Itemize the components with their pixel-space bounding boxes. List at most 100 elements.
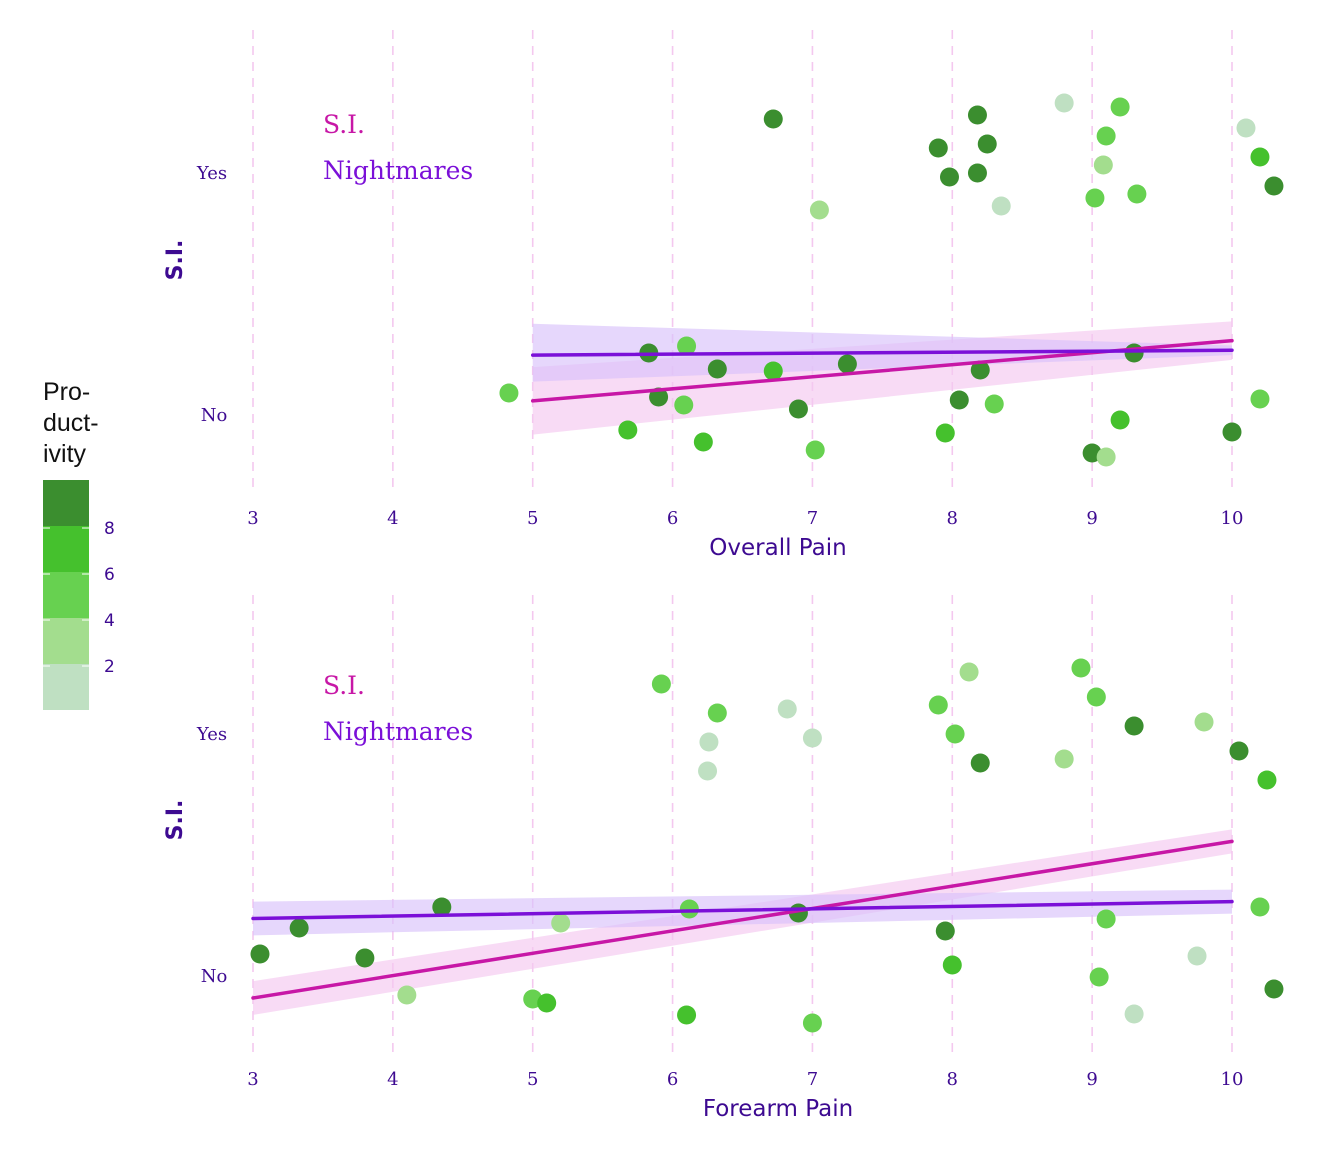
data-point [949,390,969,410]
legend-color-scale [43,480,89,710]
data-point [967,163,987,183]
x-axis-label: Forearm Pain [703,1096,853,1122]
data-point [679,899,699,919]
fit-lines [530,338,1234,403]
y-axis-label: S.I. [163,240,188,281]
fit-line-nightmares [530,348,1234,357]
legend-swatch [43,480,89,526]
data-point [1194,712,1214,732]
data-point [945,724,965,744]
y-axis-label: S.I. [163,800,188,841]
data-point [977,134,997,154]
data-point [1085,188,1105,208]
panel-overall-pain: 3 4 5 6 7 8 9 10 No Yes S.I. Overall Pain S.I. … [163,30,1284,561]
x-tick-7: 7 [807,508,818,529]
legend-swatch [43,526,89,572]
x-tick-4: 4 [387,1069,398,1090]
data-point [788,399,808,419]
data-point [618,420,638,440]
data-point [1222,422,1242,442]
series-label-si: S.I. [323,110,365,139]
data-point [698,761,718,781]
data-point [1110,97,1130,117]
data-point [677,1005,697,1025]
data-point [763,361,783,381]
data-point [763,109,783,129]
data-point [805,440,825,460]
x-tick-6: 6 [667,508,678,529]
data-point [355,948,375,968]
data-point [1127,184,1147,204]
fit-line-si [251,839,1234,1000]
data-point [699,732,719,752]
data-point [551,913,571,933]
data-point [970,360,990,380]
legend-tick-4: 4 [104,611,115,631]
data-point [651,674,671,694]
data-point [939,167,959,187]
ci-band-nightmares [253,889,1232,936]
data-point [1089,967,1109,987]
data-point [1257,770,1277,790]
legend-tick-8: 8 [104,519,115,539]
y-tick-no: No [201,405,228,426]
data-point [1264,979,1284,999]
panel-forearm-pain: 3 4 5 6 7 8 9 10 No Yes S.I. Forearm Pain S.I. … [163,595,1284,1122]
data-point [1054,93,1074,113]
data-point [928,695,948,715]
data-point [928,138,948,158]
x-tick-9: 9 [1086,508,1097,529]
data-point [432,897,452,917]
confidence-bands [253,829,1232,1015]
data-point [1124,1004,1144,1024]
y-tick-yes: Yes [196,724,227,745]
data-point [967,105,987,125]
data-point [1093,155,1113,175]
x-tick-6: 6 [667,1069,678,1090]
data-point [707,359,727,379]
data-point [1229,741,1249,761]
x-tick-7: 7 [807,1069,818,1090]
data-point [1124,716,1144,736]
x-tick-10: 10 [1221,508,1244,529]
series-label-nightmares: Nightmares [323,717,473,746]
data-point [942,955,962,975]
x-tick-labels: 3 4 5 6 7 8 9 10 [247,508,1243,529]
data-point [250,944,270,964]
data-point [1086,687,1106,707]
legend-title-line-3: ivity [43,440,87,468]
fit-lines [251,839,1234,1000]
data-point [991,196,1011,216]
data-point [674,395,694,415]
data-point [802,728,822,748]
data-point [1124,343,1144,363]
x-tick-3: 3 [247,1069,258,1090]
data-point [984,394,1004,414]
data-point [397,985,417,1005]
data-point [970,753,990,773]
data-point [1250,897,1270,917]
data-point [537,993,557,1013]
data-point [1071,658,1091,678]
x-gridlines [252,30,1233,494]
x-tick-8: 8 [947,1069,958,1090]
legend-swatch [43,664,89,710]
x-tick-labels: 3 4 5 6 7 8 9 10 [247,1069,1243,1090]
data-point [1236,118,1256,138]
legend-swatch [43,572,89,618]
legend-title-line-2: duct- [43,409,99,437]
legend-tick-2: 2 [104,657,115,677]
data-point [1054,749,1074,769]
data-point [1096,909,1116,929]
data-point [809,200,829,220]
data-point [499,383,519,403]
data-point [959,662,979,682]
data-point [1096,447,1116,467]
x-tick-3: 3 [247,508,258,529]
x-axis-label: Overall Pain [709,535,846,561]
data-point [1264,176,1284,196]
x-tick-5: 5 [527,1069,538,1090]
scatter-points [250,658,1284,1033]
y-tick-yes: Yes [196,163,227,184]
